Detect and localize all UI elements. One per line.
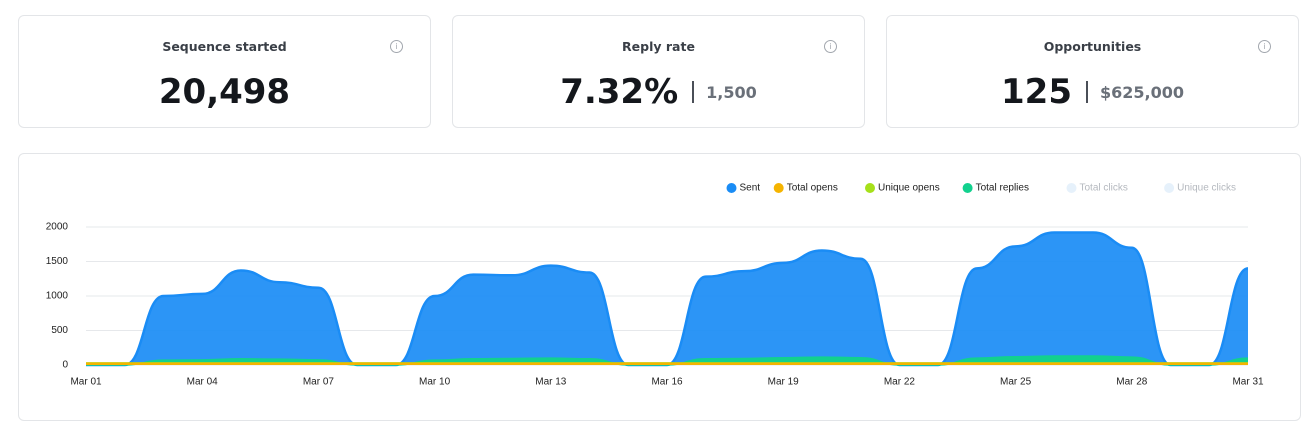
legend-label: Total replies [976,183,1029,194]
kpi: 20,498 [19,72,430,112]
kpi-card: Reply rate i 7.32% 1,500 [452,15,865,128]
x-tick-label: Mar 04 [187,377,219,388]
x-tick-label: Mar 13 [535,377,567,388]
x-tick-label: Mar 01 [70,377,102,388]
legend-swatch [773,183,784,193]
legend-item[interactable]: Unique clicks [1164,183,1236,194]
separator [1085,81,1088,103]
legend-label: Sent [740,183,761,194]
chart-card [18,153,1301,421]
legend-swatch [865,183,875,193]
legend-swatch [1164,183,1175,193]
x-tick-label: Mar 31 [1232,377,1264,388]
legend-label: Unique clicks [1177,183,1236,194]
y-tick-label: 1000 [46,291,69,302]
info-icon[interactable]: i [824,40,837,53]
legend-swatch [1066,183,1077,193]
x-tick-label: Mar 22 [884,377,916,388]
y-tick-label: 500 [51,325,68,336]
legend-label: Total opens [787,183,838,194]
legend-item[interactable]: Total opens [773,183,838,194]
kpi: 7.32% 1,500 [453,72,864,112]
legend-label: Unique opens [878,183,940,194]
kpi: 125 $625,000 [887,72,1298,112]
y-tick-label: 2000 [46,222,69,233]
legend-item[interactable]: Total replies [962,183,1029,194]
card-label: Sequence started [162,39,287,54]
kpi-value: 125 [1001,72,1072,112]
area-line [86,231,1249,367]
info-icon[interactable]: i [390,40,403,53]
x-tick-label: Mar 28 [1116,377,1148,388]
card-label: Reply rate [622,39,695,54]
legend-item[interactable]: Unique opens [865,183,940,194]
x-tick-label: Mar 10 [419,377,451,388]
legend-item[interactable]: Total clicks [1066,183,1128,194]
y-tick-label: 1500 [46,256,69,267]
x-tick-label: Mar 25 [1000,377,1032,388]
card-label: Opportunities [1043,39,1142,54]
kpi-secondary: 1,500 [706,82,757,102]
info-icon[interactable]: i [1258,40,1271,53]
x-tick-label: Mar 16 [651,377,683,388]
separator [692,81,695,103]
kpi-value: 20,498 [158,72,291,112]
kpi-value: 7.32% [560,72,679,112]
y-tick-label: 0 [62,360,68,371]
area-fill [86,232,1248,365]
kpi-card: Opportunities i 125 $625,000 [886,15,1299,128]
kpi-secondary: $625,000 [1099,82,1184,102]
legend-item[interactable]: Sent [726,183,761,194]
x-tick-label: Mar 19 [768,377,800,388]
legend-label: Total clicks [1080,183,1128,194]
legend-swatch [726,183,737,193]
x-tick-label: Mar 07 [303,377,335,388]
kpi-card: Sequence started i 20,498 [18,15,431,128]
legend-swatch [962,183,973,193]
